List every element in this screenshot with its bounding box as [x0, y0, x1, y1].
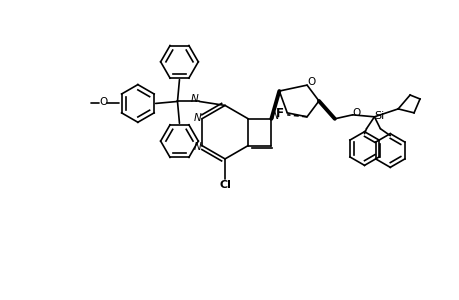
Text: Si: Si [374, 111, 384, 121]
Text: N: N [194, 142, 202, 152]
Text: N: N [271, 111, 279, 121]
Text: N: N [194, 113, 202, 123]
Text: O: O [352, 108, 360, 118]
Text: F: F [276, 107, 284, 120]
Text: N: N [190, 94, 198, 104]
Text: O: O [306, 77, 314, 87]
Text: O: O [99, 98, 107, 107]
Text: Cl: Cl [218, 180, 230, 190]
